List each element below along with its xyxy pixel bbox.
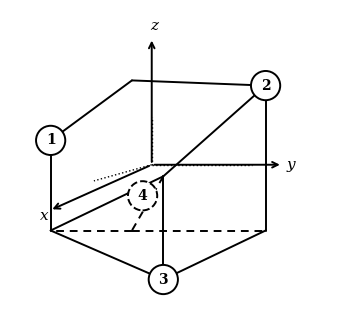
Text: 4: 4 xyxy=(138,189,148,203)
Text: 3: 3 xyxy=(158,272,168,286)
Text: x: x xyxy=(40,209,49,223)
Text: y: y xyxy=(286,158,295,172)
Text: 1: 1 xyxy=(46,133,55,147)
Circle shape xyxy=(36,126,65,155)
Circle shape xyxy=(251,71,280,100)
Text: 2: 2 xyxy=(261,79,270,93)
Circle shape xyxy=(149,265,178,294)
Text: z: z xyxy=(150,19,158,33)
Circle shape xyxy=(128,181,157,210)
